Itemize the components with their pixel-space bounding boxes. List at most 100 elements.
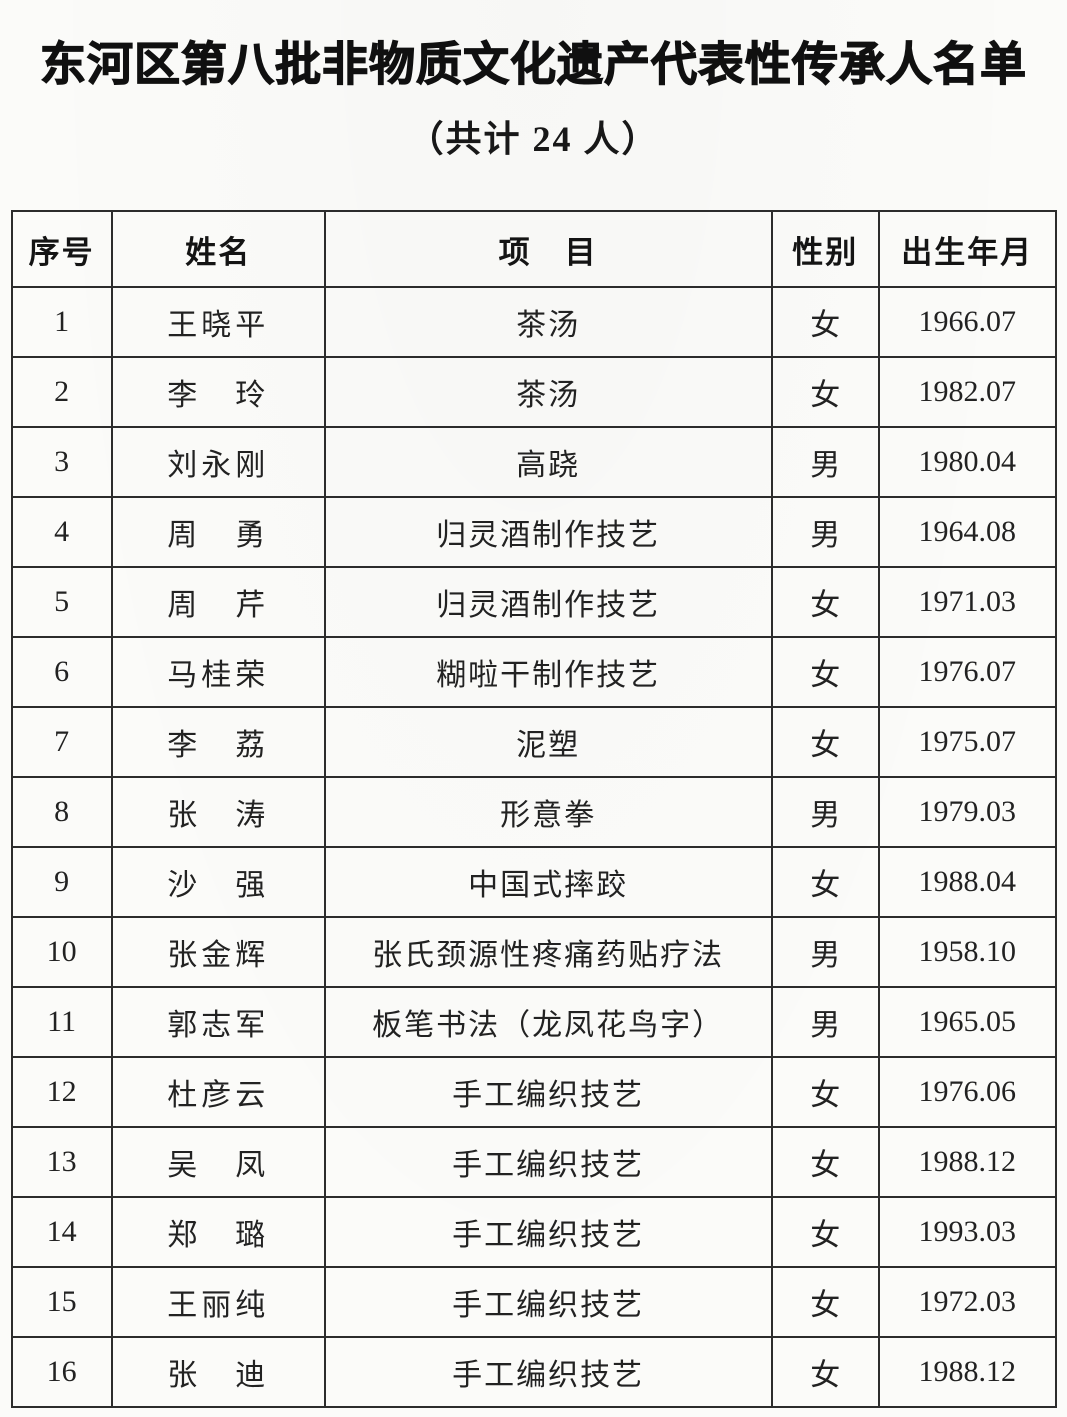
cell-birth-date: 1988.12 [878,1126,1057,1199]
cell-project: 手工编织技艺 [323,1056,773,1129]
cell-name: 马桂荣 [110,636,326,709]
cell-name: 王丽纯 [110,1266,326,1339]
cell-project: 手工编织技艺 [323,1336,773,1409]
document-title: 东河区第八批非物质文化遗产代表性传承人名单 [39,38,1027,90]
cell-project: 手工编织技艺 [323,1266,773,1339]
cell-name: 张金辉 [110,916,326,989]
cell-gender: 女 [770,846,881,919]
cell-project: 手工编织技艺 [323,1126,773,1199]
cell-project: 归灵酒制作技艺 [323,566,773,639]
cell-birth-date: 1965.05 [878,986,1057,1059]
cell-project: 泥塑 [323,706,773,779]
cell-project: 归灵酒制作技艺 [323,496,773,569]
cell-gender: 男 [770,916,881,989]
cell-birth-date: 1975.07 [878,706,1057,779]
cell-gender: 男 [770,986,881,1059]
table-row: 15 王丽纯 手工编织技艺女 1972.03 [10,1266,1057,1339]
cell-serial-number: 8 [10,776,113,849]
cell-serial-number: 5 [10,566,113,639]
cell-gender: 女 [770,566,881,639]
cell-name: 李 玲 [110,356,326,429]
table-body: 1 王晓平 茶汤女 1966.07 2 李 玲茶汤女 1982.07 3 刘永刚 高跷男 1980.… [10,286,1057,1409]
cell-serial-number: 14 [10,1196,113,1269]
cell-name: 郭志军 [110,986,326,1059]
cell-serial-number: 13 [10,1126,113,1199]
table-row: 16 张 迪手工编织技艺女 1988.12 [10,1336,1057,1409]
header-project: 项 目 [323,210,773,289]
cell-birth-date: 1982.07 [878,356,1057,429]
cell-birth-date: 1958.10 [878,916,1057,989]
cell-birth-date: 1993.03 [878,1196,1057,1269]
cell-birth-date: 1976.07 [878,636,1057,709]
cell-project: 手工编织技艺 [323,1196,773,1269]
cell-serial-number: 7 [10,706,113,779]
cell-birth-date: 1971.03 [878,566,1057,639]
cell-gender: 女 [770,636,881,709]
cell-gender: 男 [770,496,881,569]
table-row: 12 杜彦云 手工编织技艺女 1976.06 [10,1056,1057,1129]
cell-serial-number: 11 [10,986,113,1059]
cell-name: 周 芹 [110,566,326,639]
table-row: 13 吴 凤手工编织技艺女 1988.12 [10,1126,1057,1199]
cell-name: 周 勇 [110,496,326,569]
cell-name: 王晓平 [110,286,326,359]
cell-project: 茶汤 [323,356,773,429]
cell-gender: 女 [770,286,881,359]
header-name: 姓名 [110,210,326,289]
cell-serial-number: 2 [10,356,113,429]
cell-name: 吴 凤 [110,1126,326,1199]
table-row: 6 马桂荣 糊啦干制作技艺女 1976.07 [10,636,1057,709]
cell-gender: 男 [770,426,881,499]
cell-serial-number: 1 [10,286,113,359]
cell-gender: 女 [770,706,881,779]
table-row: 14 郑 璐手工编织技艺女 1993.03 [10,1196,1057,1269]
cell-gender: 女 [770,1266,881,1339]
cell-name: 张 涛 [110,776,326,849]
document-subtitle: （共计 24 人） [407,119,660,160]
table-row: 11 郭志军 板笔书法（龙凤花鸟字）男 1965.05 [10,986,1057,1059]
cell-gender: 女 [770,1336,881,1409]
cell-gender: 男 [770,776,881,849]
header-birth-date: 出生年月 [878,210,1057,289]
cell-name: 刘永刚 [110,426,326,499]
cell-name: 郑 璐 [110,1196,326,1269]
cell-birth-date: 1988.04 [878,846,1057,919]
table-header-row: 序号 姓名 项 目 性别 出生年月 [10,210,1057,289]
cell-project: 张氏颈源性疼痛药贴疗法 [323,916,773,989]
cell-serial-number: 10 [10,916,113,989]
cell-birth-date: 1979.03 [878,776,1057,849]
cell-gender: 女 [770,356,881,429]
cell-birth-date: 1966.07 [878,286,1057,359]
table-row: 3 刘永刚 高跷男 1980.04 [10,426,1057,499]
cell-gender: 女 [770,1196,881,1269]
cell-serial-number: 16 [10,1336,113,1409]
table-row: 10 张金辉 张氏颈源性疼痛药贴疗法男 1958.10 [10,916,1057,989]
cell-name: 沙 强 [110,846,326,919]
table-row: 1 王晓平 茶汤女 1966.07 [10,286,1057,359]
cell-name: 杜彦云 [110,1056,326,1129]
cell-serial-number: 9 [10,846,113,919]
cell-birth-date: 1964.08 [878,496,1057,569]
cell-project: 高跷 [323,426,773,499]
cell-birth-date: 1976.06 [878,1056,1057,1129]
header-gender: 性别 [770,210,881,289]
cell-name: 张 迪 [110,1336,326,1409]
cell-serial-number: 4 [10,496,113,569]
cell-birth-date: 1972.03 [878,1266,1057,1339]
cell-project: 茶汤 [323,286,773,359]
header-serial-number: 序号 [10,210,113,289]
cell-birth-date: 1980.04 [878,426,1057,499]
inheritor-roster-table: 序号 姓名 项 目 性别 出生年月 1 王晓平 茶汤女 1966.07 2 李 玲茶汤女 1… [10,210,1057,1409]
cell-project: 糊啦干制作技艺 [323,636,773,709]
cell-project: 形意拳 [323,776,773,849]
cell-serial-number: 12 [10,1056,113,1129]
table-header: 序号 姓名 项 目 性别 出生年月 [10,210,1057,289]
cell-name: 李 荔 [110,706,326,779]
